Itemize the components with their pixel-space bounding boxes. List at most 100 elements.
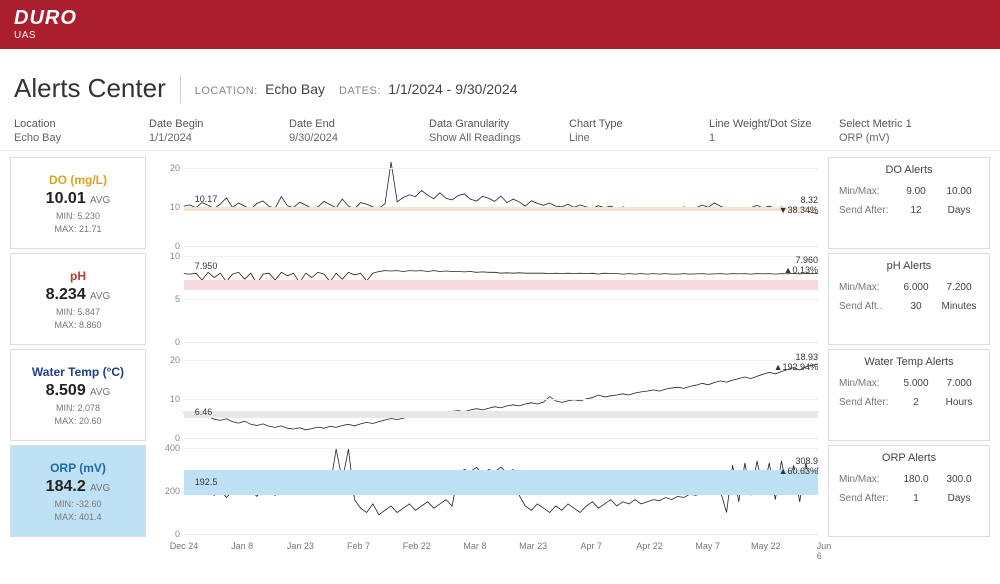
filter-location[interactable]: Location Echo Bay — [14, 118, 149, 144]
x-tick: Mar 8 — [463, 541, 486, 551]
filter-value: 1/1/2024 — [149, 132, 289, 144]
filter-date-end[interactable]: Date End 9/30/2024 — [289, 118, 429, 144]
alert-title: DO Alerts — [839, 164, 979, 176]
filter-date-begin[interactable]: Date Begin 1/1/2024 — [149, 118, 289, 144]
filter-label: Date Begin — [149, 118, 289, 130]
location-label: LOCATION: — [195, 85, 258, 97]
filter-label: Date End — [289, 118, 429, 130]
gridline — [184, 360, 818, 361]
metric-max: MAX: 20.60 — [19, 416, 137, 426]
metric-card-wt[interactable]: Water Temp (°C)8.509 AVGMIN: 2.078MAX: 2… — [10, 349, 146, 441]
metric-min: MIN: -32.60 — [19, 499, 137, 509]
location-value: Echo Bay — [265, 81, 325, 97]
chart-start-annotation: 7.950 — [195, 261, 218, 271]
filter-value: Echo Bay — [14, 132, 149, 144]
y-tick: 0 — [152, 241, 180, 251]
metric-avg: 184.2 AVG — [19, 478, 137, 496]
y-tick: 0 — [152, 433, 180, 443]
alert-sendafter-row: Send After:2Hours — [839, 397, 979, 408]
alerts-column: DO AlertsMin/Max:9.0010.00Send After:12D… — [828, 157, 990, 557]
gridline — [184, 534, 818, 535]
gridline — [184, 342, 818, 343]
divider — [180, 75, 181, 103]
title-row: Alerts Center LOCATION: Echo Bay DATES: … — [0, 49, 1000, 116]
gridline — [184, 246, 818, 247]
filter-label: Line Weight/Dot Size — [709, 118, 839, 130]
x-axis: Dec 24Jan 8Jan 23Feb 7Feb 22Mar 8Mar 23A… — [152, 541, 822, 557]
chart-end-annotation: 7.960▲0.13% — [784, 255, 818, 275]
metric-max: MAX: 21.71 — [19, 224, 137, 234]
y-tick: 10 — [152, 394, 180, 404]
gridline — [184, 256, 818, 257]
chart-end-annotation: 308.9▲60.63% — [779, 456, 818, 476]
alert-title: ORP Alerts — [839, 452, 979, 464]
filter-value: Line — [569, 132, 709, 144]
chart-start-annotation: 10.17 — [195, 194, 218, 204]
filter-label: Select Metric 1 — [839, 118, 986, 130]
alert-card-wt: Water Temp Alerts Min/Max:5.0007.000 Send … — [828, 349, 990, 441]
gridline — [184, 299, 818, 300]
filter-label: Location — [14, 118, 149, 130]
charts-column: 0102010.178.32▼38.34%05107.9507.960▲0.13… — [152, 157, 822, 557]
alert-minmax-row: Min/Max:6.0007.200 — [839, 282, 979, 293]
alert-band — [184, 280, 818, 290]
gridline — [184, 399, 818, 400]
chart-start-annotation: 6.46 — [195, 407, 213, 417]
y-tick: 0 — [152, 529, 180, 539]
alert-title: Water Temp Alerts — [839, 356, 979, 368]
y-tick: 20 — [152, 355, 180, 365]
x-tick: May 22 — [751, 541, 781, 551]
metric-card-do[interactable]: DO (mg/L)10.01 AVGMIN: 5.230MAX: 21.71 — [10, 157, 146, 249]
y-tick: 200 — [152, 486, 180, 496]
page-title: Alerts Center — [14, 73, 166, 104]
chart-orp[interactable]: 0200400192.5308.9▲60.63% — [152, 445, 822, 537]
x-tick: Jan 8 — [231, 541, 253, 551]
gridline — [184, 448, 818, 449]
alert-band — [184, 207, 818, 211]
x-tick: May 7 — [695, 541, 720, 551]
metric-card-ph[interactable]: pH8.234 AVGMIN: 5.847MAX: 8.860 — [10, 253, 146, 345]
alert-band — [184, 470, 818, 496]
x-tick: Apr 22 — [636, 541, 663, 551]
filter-label: Chart Type — [569, 118, 709, 130]
location-block: LOCATION: Echo Bay — [195, 81, 325, 97]
metric-card-orp[interactable]: ORP (mV) 184.2 AVG MIN: -32.60 MAX: 401.4 — [10, 445, 146, 537]
y-tick: 5 — [152, 294, 180, 304]
x-tick: Feb 7 — [347, 541, 370, 551]
y-tick: 10 — [152, 202, 180, 212]
filter-metric1[interactable]: Select Metric 1 ORP (mV) — [839, 118, 986, 144]
gridline — [184, 168, 818, 169]
brand-sub: UAS — [14, 30, 986, 41]
alert-minmax-row: Min/Max:5.0007.000 — [839, 378, 979, 389]
alert-sendafter-row: Send After:1Days — [839, 493, 979, 504]
filter-line-weight[interactable]: Line Weight/Dot Size 1 — [709, 118, 839, 144]
alert-minmax-row: Min/Max:180.0300.0 — [839, 474, 979, 485]
x-tick: Dec 24 — [170, 541, 199, 551]
metric-max: MAX: 401.4 — [19, 512, 137, 522]
metric-name: pH — [19, 269, 137, 283]
chart-ph[interactable]: 05107.9507.960▲0.13% — [152, 253, 822, 345]
chart-do[interactable]: 0102010.178.32▼38.34% — [152, 157, 822, 249]
dates-block: DATES: 1/1/2024 - 9/30/2024 — [339, 81, 518, 97]
dates-value: 1/1/2024 - 9/30/2024 — [388, 81, 517, 97]
alert-sendafter-row: Send Aft..30Minutes — [839, 301, 979, 312]
alert-card-ph: pH Alerts Min/Max:6.0007.200 Send Aft..30M… — [828, 253, 990, 345]
main-grid: DO (mg/L)10.01 AVGMIN: 5.230MAX: 21.71pH… — [0, 151, 1000, 563]
filter-value: 1 — [709, 132, 839, 144]
metric-card-column: DO (mg/L)10.01 AVGMIN: 5.230MAX: 21.71pH… — [10, 157, 146, 557]
alert-title: pH Alerts — [839, 260, 979, 272]
metric-name: ORP (mV) — [19, 461, 137, 475]
chart-wt[interactable]: 0 10 20 6.46 18.93▲192.94% — [152, 349, 822, 441]
alert-band — [184, 411, 818, 419]
alert-card-do: DO AlertsMin/Max:9.0010.00Send After:12D… — [828, 157, 990, 249]
alert-minmax-row: Min/Max:9.0010.00 — [839, 186, 979, 197]
app-banner: DURO UAS — [0, 0, 1000, 49]
dates-label: DATES: — [339, 85, 381, 97]
filter-bar: Location Echo Bay Date Begin 1/1/2024 Da… — [0, 116, 1000, 151]
metric-name: DO (mg/L) — [19, 173, 137, 187]
brand-name: DURO — [14, 8, 986, 28]
metric-min: MIN: 5.847 — [19, 307, 137, 317]
filter-chart-type[interactable]: Chart Type Line — [569, 118, 709, 144]
chart-end-annotation: 18.93▲192.94% — [774, 352, 818, 372]
filter-granularity[interactable]: Data Granularity Show All Readings — [429, 118, 569, 144]
